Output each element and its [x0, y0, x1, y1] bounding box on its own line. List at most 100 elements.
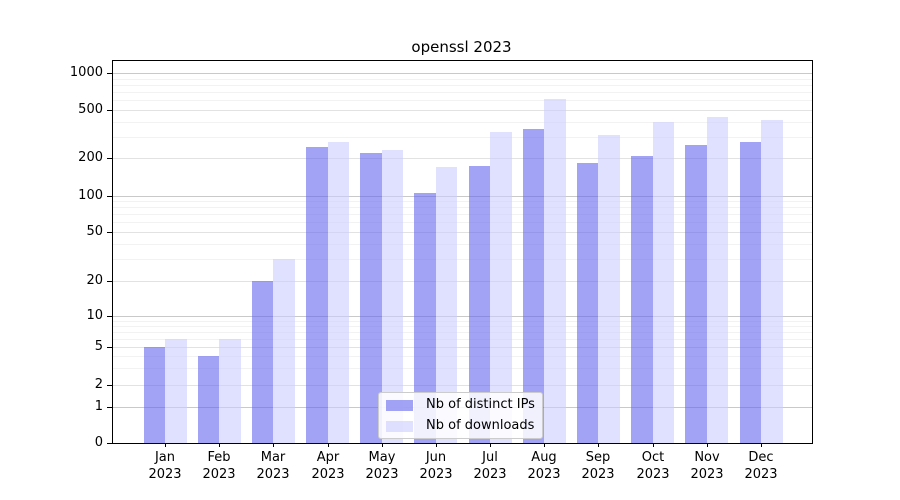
y-axis-tick [107, 316, 112, 317]
x-axis-tick [328, 443, 329, 447]
y-axis-tick-label: 2 [94, 377, 103, 392]
bar-ips-apr [306, 146, 328, 443]
x-axis-tick-label: Aug 2023 [527, 450, 561, 482]
gridline [113, 73, 812, 74]
gridline [113, 281, 812, 282]
y-axis-tick-label: 200 [78, 150, 103, 165]
gridline [113, 92, 812, 93]
bar-ips-feb [197, 356, 220, 443]
gridline [113, 79, 812, 80]
y-axis-tick [107, 110, 112, 111]
x-axis-tick [219, 443, 220, 447]
gridline [113, 232, 812, 233]
bar-ips-may [360, 153, 382, 443]
gridline [113, 368, 812, 369]
y-axis-tick [107, 347, 112, 348]
bar-downloads-nov [706, 117, 729, 443]
gridline [113, 196, 812, 197]
x-axis-tick-label: Mar 2023 [256, 450, 290, 482]
legend-item: Nb of downloads [386, 417, 535, 435]
bar-downloads-aug [544, 98, 566, 443]
gridline [113, 110, 812, 111]
gridline [113, 259, 812, 260]
y-axis-tick [107, 158, 112, 159]
x-axis-tick [544, 443, 545, 447]
gridline [113, 222, 812, 223]
legend-swatch-distinct-ips [386, 399, 413, 411]
x-axis-tick [165, 443, 166, 447]
bar-downloads-sep [598, 135, 620, 443]
gridline [113, 321, 812, 322]
plot-canvas [113, 61, 812, 443]
x-axis-tick [273, 443, 274, 447]
x-axis-tick [653, 443, 654, 447]
gridline [113, 201, 812, 202]
x-axis-tick-label: Jan 2023 [148, 450, 182, 482]
y-axis-tick [107, 443, 112, 444]
x-axis-tick [707, 443, 708, 447]
bar-downloads-may [381, 149, 404, 443]
gridline [113, 332, 812, 333]
x-axis-tick-label: Nov 2023 [690, 450, 724, 482]
y-axis-tick [107, 73, 112, 74]
gridline [113, 100, 812, 101]
y-axis-tick-label: 1000 [69, 65, 103, 80]
y-axis-tick-label: 10 [86, 308, 103, 323]
bar-ips-mar [251, 280, 274, 443]
bar-downloads-feb [219, 339, 241, 443]
gridline [113, 347, 812, 348]
gridline [113, 356, 812, 357]
x-axis-tick-label: Jul 2023 [473, 450, 507, 482]
bar-ips-aug [522, 128, 545, 443]
chart-title: openssl 2023 [411, 38, 512, 56]
x-axis-tick [761, 443, 762, 447]
plot-area [112, 60, 813, 444]
x-axis-tick-label: Apr 2023 [311, 450, 345, 482]
x-axis-tick-label: Oct 2023 [636, 450, 670, 482]
gridline [113, 122, 812, 123]
gridline [113, 244, 812, 245]
bar-downloads-jan [165, 339, 187, 443]
gridline [113, 214, 812, 215]
x-axis-tick [382, 443, 383, 447]
gridline [113, 85, 812, 86]
y-axis-tick [107, 232, 112, 233]
y-axis-tick-label: 0 [94, 435, 103, 450]
y-axis-tick-label: 1 [94, 399, 103, 414]
bar-ips-sep [576, 162, 599, 443]
x-axis-tick [490, 443, 491, 447]
x-axis-tick [436, 443, 437, 447]
y-axis-tick [107, 281, 112, 282]
gridline [113, 158, 812, 159]
y-axis-tick [107, 196, 112, 197]
y-axis-tick-label: 100 [78, 188, 103, 203]
x-axis-tick-label: May 2023 [365, 450, 399, 482]
gridline [113, 339, 812, 340]
gridline [113, 385, 812, 386]
bar-downloads-dec [761, 120, 783, 443]
gridline [113, 316, 812, 317]
y-axis-tick-label: 5 [94, 339, 103, 354]
bar-downloads-jun [435, 167, 458, 443]
bar-ips-jun [414, 193, 436, 443]
bar-downloads-mar [273, 259, 295, 443]
x-axis-tick-label: Feb 2023 [202, 450, 236, 482]
y-axis-tick-label: 20 [86, 273, 103, 288]
y-axis-tick [107, 385, 112, 386]
legend-item: Nb of distinct IPs [386, 396, 535, 414]
y-axis-tick-label: 500 [78, 102, 103, 117]
legend-label: Nb of downloads [426, 418, 535, 433]
y-axis-tick [107, 407, 112, 408]
legend-swatch-downloads [386, 420, 413, 432]
legend-label: Nb of distinct IPs [426, 397, 535, 412]
bar-ips-dec [739, 141, 761, 443]
x-axis-tick-label: Dec 2023 [744, 450, 778, 482]
legend: Nb of distinct IPs Nb of downloads [378, 392, 543, 439]
bar-downloads-apr [327, 142, 350, 443]
gridline [113, 207, 812, 208]
x-axis-tick-label: Jun 2023 [419, 450, 453, 482]
gridline [113, 326, 812, 327]
y-axis-tick-label: 50 [86, 224, 103, 239]
bar-ips-jul [468, 165, 491, 443]
